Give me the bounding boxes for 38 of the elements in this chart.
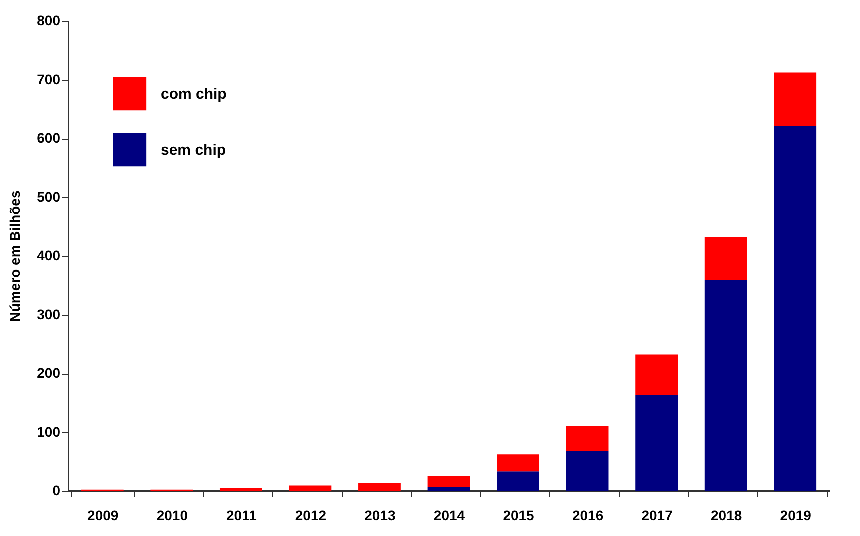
x-tick-label: 2015 [503,508,535,524]
bar [289,486,332,491]
bar [497,454,540,472]
bar [428,487,470,491]
x-tick-label: 2009 [88,508,119,524]
x-tick-label: 2018 [711,508,742,524]
bar [566,426,609,452]
x-tick-label: 2014 [434,508,466,524]
x-tick-label: 2017 [642,508,674,524]
legend-label: sem chip [161,142,226,159]
y-tick-label: 400 [37,248,61,264]
bar [774,126,817,491]
y-tick-label: 600 [37,130,61,146]
bar [566,451,609,491]
bar [774,72,817,126]
bar [636,395,678,491]
y-tick-label: 800 [37,12,61,28]
x-tick-label: 2010 [156,508,188,524]
x-tick-label: 2012 [295,508,327,524]
bar [636,354,678,396]
bar [704,280,748,491]
y-tick-label: 200 [37,365,61,381]
x-tick-label: 2016 [572,508,604,524]
x-tick-label: 2013 [364,508,396,524]
y-tick-label: 300 [37,306,61,322]
y-tick-label: 500 [37,188,61,205]
bar [220,488,262,491]
y-tick-label: 0 [52,482,61,498]
legend-label: com chip [161,86,227,103]
y-axis-title: Número em Bilhões [7,190,24,322]
bar [428,476,470,488]
bar [358,483,401,491]
y-tick-label: 100 [37,424,61,440]
x-tick-label: 2019 [780,508,812,524]
x-tick-label: 2011 [226,508,258,524]
y-tick-label: 700 [37,71,61,88]
bar [704,237,748,280]
bar [497,472,540,491]
